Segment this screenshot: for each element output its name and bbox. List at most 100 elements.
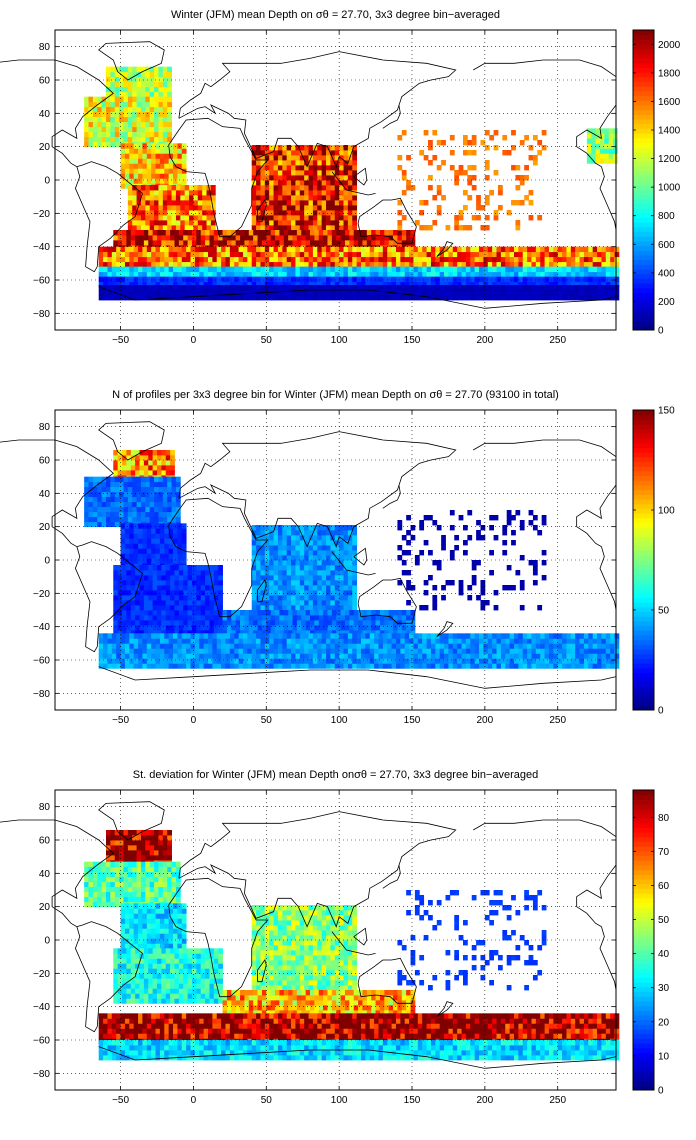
heatmap-cell <box>515 225 521 231</box>
y-tick-label: −40 <box>33 242 50 253</box>
heatmap-cell <box>200 620 206 626</box>
heatmap-cell <box>157 465 162 471</box>
heatmap-cell <box>208 653 213 659</box>
heatmap-cell <box>496 290 502 296</box>
heatmap-cell <box>343 560 349 566</box>
heatmap-cell <box>553 290 559 296</box>
heatmap-cell <box>308 575 314 581</box>
heatmap-cell <box>138 528 143 534</box>
heatmap-cell <box>347 220 353 226</box>
heatmap-cell <box>148 565 154 571</box>
heatmap-cell <box>291 575 296 581</box>
heatmap-cell <box>283 240 289 246</box>
heatmap-cell <box>343 220 349 226</box>
heatmap-cell <box>282 560 288 566</box>
heatmap-cell <box>167 190 172 196</box>
heatmap-cell <box>120 633 126 639</box>
heatmap-cell <box>273 643 279 649</box>
heatmap-cell <box>159 178 165 184</box>
heatmap-cell <box>136 116 142 123</box>
heatmap-cell <box>575 276 580 283</box>
heatmap-cell <box>142 633 148 639</box>
heatmap-cell <box>186 285 191 291</box>
heatmap-cell <box>186 633 191 639</box>
heatmap-cell <box>173 290 178 296</box>
heatmap-cell <box>184 210 190 216</box>
heatmap-cell <box>110 91 116 98</box>
heatmap-cell <box>426 266 432 273</box>
colorbar-swatch <box>633 301 654 308</box>
heatmap-cell <box>205 595 210 601</box>
heatmap-cell <box>149 76 155 83</box>
heatmap-cell <box>339 658 344 664</box>
heatmap-cell <box>122 240 127 246</box>
heatmap-cell <box>242 290 248 296</box>
heatmap-cell <box>106 486 111 493</box>
heatmap-cell <box>260 220 266 226</box>
heatmap-cell <box>132 121 137 128</box>
heatmap-cell <box>165 450 171 456</box>
heatmap-cell <box>401 170 407 176</box>
heatmap-cell <box>124 183 130 189</box>
heatmap-cell <box>312 210 318 216</box>
heatmap-cell <box>161 585 167 591</box>
heatmap-cell <box>222 230 228 236</box>
heatmap-cell <box>170 580 175 586</box>
heatmap-cell <box>382 285 388 291</box>
heatmap-cell <box>126 465 132 471</box>
heatmap-cell <box>196 580 202 586</box>
heatmap-cell <box>286 540 292 546</box>
heatmap-cell <box>116 281 121 288</box>
heatmap-cell <box>164 153 170 159</box>
heatmap-cell <box>340 240 346 246</box>
heatmap-cell <box>155 553 161 559</box>
heatmap-cell <box>260 295 266 301</box>
heatmap-cell <box>270 620 276 626</box>
heatmap-cell <box>308 648 314 654</box>
heatmap-cell <box>269 595 274 601</box>
heatmap-cell <box>159 663 165 669</box>
heatmap-cell <box>366 630 372 636</box>
heatmap-cell <box>601 276 607 283</box>
heatmap-cell <box>461 256 467 263</box>
heatmap-cell <box>291 205 296 211</box>
heatmap-cell <box>343 575 349 581</box>
heatmap-cell <box>347 658 353 664</box>
heatmap-cell <box>419 225 425 231</box>
heatmap-cell <box>88 131 94 138</box>
heatmap-cell <box>304 643 309 649</box>
heatmap-cell <box>165 605 171 611</box>
heatmap-cell <box>295 251 301 258</box>
heatmap-cell <box>291 580 296 586</box>
heatmap-cell <box>189 190 194 196</box>
coastline <box>576 104 617 231</box>
heatmap-cell <box>340 625 346 631</box>
heatmap-cell <box>540 295 545 301</box>
heatmap-cell <box>334 605 340 611</box>
heatmap-cell <box>382 638 388 644</box>
colorbar-tick-label: 2000 <box>658 40 681 51</box>
heatmap-cell <box>256 150 261 156</box>
heatmap-cell <box>601 256 607 263</box>
heatmap-cell <box>295 215 301 221</box>
heatmap-cell <box>158 496 164 503</box>
heatmap-cell <box>404 281 410 288</box>
heatmap-cell <box>124 276 130 283</box>
heatmap-cell <box>406 185 411 191</box>
heatmap-cell <box>173 523 178 529</box>
heatmap-cell <box>553 246 559 253</box>
heatmap-cell <box>110 106 116 113</box>
heatmap-cell <box>366 625 372 631</box>
heatmap-cell <box>133 658 139 664</box>
heatmap-cell <box>604 148 610 154</box>
heatmap-cell <box>317 590 323 596</box>
heatmap-cell <box>116 638 121 644</box>
heatmap-cell <box>299 276 305 283</box>
heatmap-cell <box>216 295 222 301</box>
heatmap-cell <box>352 648 358 654</box>
heatmap-cell <box>238 271 244 278</box>
heatmap-cell <box>256 160 261 166</box>
heatmap-cell <box>535 266 541 273</box>
heatmap-cell <box>422 261 427 268</box>
heatmap-cell <box>203 648 209 654</box>
